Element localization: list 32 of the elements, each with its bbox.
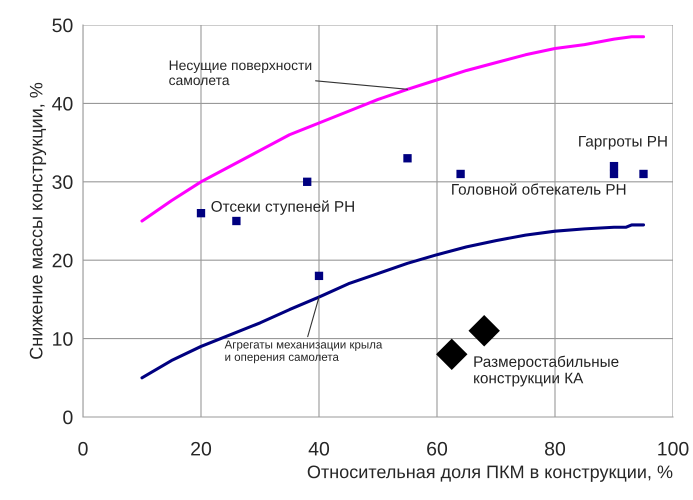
point (232, 216, 241, 226)
y-tick-label: 50 (52, 18, 73, 32)
x-tick-label: 60 (427, 442, 448, 456)
point (403, 154, 412, 162)
annotation: Гаргроты РН (579, 136, 667, 150)
x-tick-label: 100 (658, 442, 688, 456)
annotation: Размеростабильные конструкции КА (474, 356, 618, 386)
text: Несущие поверхности самолета (169, 60, 312, 86)
annotation: Головной обтекатель РН (452, 183, 626, 195)
point (456, 170, 465, 178)
point (314, 272, 324, 280)
point (610, 170, 618, 178)
y-axis-title: Снижение массы конструкции, % (30, 82, 46, 359)
series-label: Агрегаты механизации крыла и оперения самолета (224, 340, 382, 364)
point (468, 315, 500, 346)
point (196, 208, 206, 218)
x-tick-label: 40 (308, 442, 330, 456)
y-tick-label: 20 (52, 254, 73, 268)
y-tick-label: 30 (52, 175, 73, 190)
point (436, 338, 468, 370)
annotation: Отсеки ступеней РН (211, 200, 354, 215)
x-axis-title: Относительная доля ПКМ в конструкции, % (308, 465, 672, 482)
line-series (140, 35, 646, 223)
point (610, 162, 618, 170)
x-tick-label: 80 (545, 442, 566, 456)
point (303, 178, 312, 186)
point (639, 170, 648, 178)
y-tick-label: 40 (52, 96, 73, 111)
y-tick-label: 0 (63, 410, 73, 424)
x-tick-label: 0 (78, 442, 88, 456)
y-tick-label: 10 (53, 332, 73, 346)
x-tick-label: 20 (191, 442, 212, 456)
